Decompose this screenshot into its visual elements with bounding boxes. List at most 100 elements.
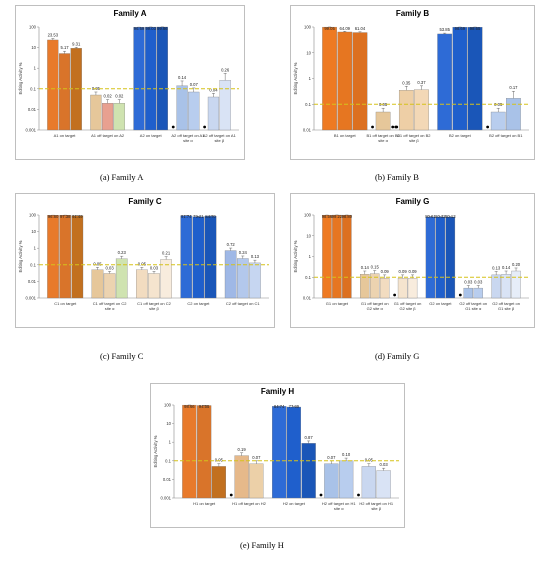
data-label: 64.09 bbox=[340, 26, 351, 31]
y-tick-label: 0.01 bbox=[28, 279, 37, 284]
data-label: 0.37 bbox=[417, 80, 426, 85]
data-label: 0.15 bbox=[371, 265, 380, 270]
data-label: 80.32 bbox=[435, 214, 446, 219]
data-label: 97.38 bbox=[60, 214, 71, 219]
data-label: 9.31 bbox=[72, 41, 81, 46]
y-tick-label: 1 bbox=[309, 254, 312, 259]
bar bbox=[473, 287, 483, 299]
bar bbox=[145, 26, 157, 131]
bar bbox=[397, 278, 408, 299]
bar bbox=[176, 85, 188, 131]
data-label: 98.65 bbox=[470, 26, 481, 31]
bar bbox=[398, 90, 414, 131]
bar bbox=[219, 80, 231, 131]
data-label: 0.02 bbox=[104, 94, 113, 99]
data-label: 0.05 bbox=[215, 458, 224, 463]
bar bbox=[91, 269, 104, 299]
y-tick-label: 0.1 bbox=[30, 262, 36, 267]
bar bbox=[322, 214, 332, 299]
bar bbox=[59, 215, 72, 299]
y-tick-label: 1 bbox=[34, 66, 37, 71]
marker-dot bbox=[458, 293, 462, 297]
chart-title: Family H bbox=[260, 387, 295, 396]
bar bbox=[490, 111, 506, 131]
chart-title: Family B bbox=[395, 9, 430, 18]
bar bbox=[103, 273, 116, 299]
x-category-label: A1 on target bbox=[54, 133, 77, 138]
data-label: 0.09 bbox=[399, 269, 408, 274]
marker-dot bbox=[229, 493, 233, 497]
data-label: 98.69 bbox=[455, 26, 466, 31]
x-category-label: G2 off target on bbox=[492, 301, 520, 306]
chart-panel-a: Family A Editing Activity % 100 10 1 0.1 0.01 0… bbox=[15, 5, 245, 160]
bar bbox=[338, 460, 354, 499]
x-category-label: C1 on target bbox=[54, 301, 77, 306]
marker-dot bbox=[391, 125, 395, 129]
y-tick-label: 0.1 bbox=[165, 458, 171, 463]
bar bbox=[197, 405, 212, 499]
data-label: 0.05 bbox=[494, 102, 503, 107]
data-label: 61.04 bbox=[355, 26, 366, 31]
x-category-label: C1 off target on C2 bbox=[93, 301, 128, 306]
marker-dot bbox=[171, 125, 175, 129]
x-category-label: site β bbox=[371, 506, 381, 511]
x-category-label: H2 off target on H1 bbox=[322, 501, 357, 506]
x-category-label: site α bbox=[105, 306, 115, 311]
data-label: 94.05 bbox=[199, 404, 210, 409]
y-tick-label: 0.001 bbox=[26, 128, 37, 133]
y-tick-label: 100 bbox=[304, 25, 312, 30]
data-label: 0.03 bbox=[474, 280, 483, 285]
marker-dot bbox=[357, 493, 360, 497]
y-axis-title: Editing Activity % bbox=[293, 62, 298, 94]
chart-svg: Editing Activity % 100 10 1 0.1 0.01 0.001 96.8… bbox=[18, 213, 269, 311]
bar bbox=[414, 89, 429, 131]
bar bbox=[361, 466, 376, 499]
data-label: 96.80 bbox=[48, 214, 59, 219]
caption-c: (c) Family C bbox=[100, 351, 144, 361]
data-label: 80.61 bbox=[425, 214, 436, 219]
bar bbox=[511, 270, 521, 299]
data-label: 0.14 bbox=[502, 265, 511, 270]
data-label: 0.23 bbox=[118, 250, 127, 255]
x-category-label: G1 off target on bbox=[394, 301, 422, 306]
caption-g: (d) Family G bbox=[375, 351, 420, 361]
data-label: 96.69 bbox=[134, 26, 145, 31]
caption-b: (b) Family B bbox=[375, 172, 419, 182]
data-label: 98.56 bbox=[322, 214, 333, 219]
bar bbox=[337, 31, 353, 131]
bar bbox=[102, 103, 114, 131]
bar bbox=[71, 215, 84, 299]
data-label: 0.14 bbox=[361, 265, 370, 270]
x-category-label: H1 off target on H2 bbox=[232, 501, 267, 506]
data-label: 0.21 bbox=[162, 251, 171, 256]
marker-dot bbox=[393, 293, 397, 297]
bar bbox=[360, 274, 370, 299]
x-category-label: G2 off target on bbox=[459, 301, 487, 306]
data-label: 0.07 bbox=[327, 455, 336, 460]
y-axis-title: Editing Activity % bbox=[18, 240, 23, 272]
bar bbox=[301, 443, 316, 499]
data-label: 0.05 bbox=[93, 261, 102, 266]
x-category-label: C2 off target on C1 bbox=[226, 301, 261, 306]
y-tick-label: 0.01 bbox=[163, 477, 172, 482]
y-tick-label: 0.01 bbox=[303, 128, 312, 133]
bar bbox=[192, 216, 205, 299]
data-label: 0.03 bbox=[150, 265, 159, 270]
x-category-label: site α bbox=[334, 506, 344, 511]
bar bbox=[148, 273, 160, 299]
bar bbox=[188, 91, 200, 131]
bar bbox=[47, 39, 59, 131]
bar bbox=[491, 274, 501, 299]
bar bbox=[452, 26, 468, 131]
data-label: 91.74 bbox=[181, 214, 192, 219]
chart-panel-b: Family B Editing Activity % 100 10 1 0.1 0.01 9… bbox=[290, 5, 535, 160]
data-label: 0.24 bbox=[239, 250, 248, 255]
data-label: 80.13 bbox=[445, 214, 456, 219]
y-axis-title: Editing Activity % bbox=[18, 62, 23, 94]
chart-svg: Editing Activity % 100 10 1 0.1 0.01 99.05 64.0… bbox=[293, 25, 529, 143]
data-label: 0.03 bbox=[106, 265, 115, 270]
x-category-label: G1 off target on bbox=[361, 301, 389, 306]
x-category-label: H2 off target on H1 bbox=[359, 501, 394, 506]
bar bbox=[376, 470, 391, 499]
x-category-label: G2 on target bbox=[429, 301, 452, 306]
